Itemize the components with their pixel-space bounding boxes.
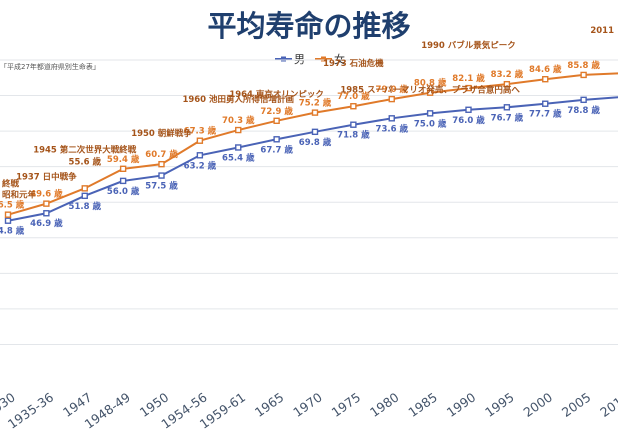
annotation-text: 1945 第二次世界大戦終戦: [33, 144, 137, 155]
x-tick-label: 1965: [252, 389, 287, 420]
annotation-text: 1937 日中戦争: [16, 172, 77, 183]
data-label: 51.8 歳: [69, 201, 102, 212]
data-point: [580, 96, 587, 104]
data-label: 76.0 歳: [452, 115, 485, 126]
data-point: [81, 185, 88, 192]
data-label: 63.2 歳: [184, 160, 217, 171]
annotation-text: 2011: [590, 26, 614, 36]
data-point: [542, 75, 549, 83]
data-point: [580, 71, 587, 79]
x-tick-label: 1995: [482, 389, 517, 420]
data-point: [119, 165, 127, 173]
data-label: 67.7 歳: [260, 144, 293, 155]
data-label: 46.5 歳: [0, 200, 25, 211]
data-point: [350, 103, 357, 110]
data-point: [388, 95, 395, 103]
data-point: [503, 104, 511, 111]
data-point: [119, 177, 127, 185]
data-point: [273, 117, 280, 125]
data-label: 57.5 歳: [145, 181, 178, 192]
source-note: 「平成27年都道府県別生命表」: [0, 62, 100, 71]
data-point: [465, 84, 472, 92]
annotation-text: 1950 朝鮮戦争: [131, 128, 192, 139]
data-point: [4, 217, 12, 224]
data-point: [158, 172, 165, 179]
x-tick-label: 1975: [329, 389, 364, 420]
data-label: 75.0 歳: [414, 118, 447, 129]
data-label: 85.8 歳: [567, 60, 600, 71]
data-point: [43, 210, 50, 217]
annotation-text: 1960 池田勇人所得倍増計画: [182, 94, 294, 105]
data-label: 44.8 歳: [0, 226, 25, 237]
x-tick-label: 1985: [405, 389, 440, 420]
data-label: 46.9 歳: [30, 218, 63, 229]
legend-female-label: 女: [334, 52, 345, 66]
data-label: 77.0 歳: [337, 91, 370, 102]
data-point: [311, 128, 319, 136]
data-label: 84.6 歳: [529, 64, 562, 75]
data-point: [235, 126, 242, 134]
data-label: 56.0 歳: [107, 186, 140, 197]
data-point: [43, 200, 50, 207]
x-tick-label: 1990: [444, 389, 479, 420]
legend-male-marker: [281, 56, 286, 62]
x-tick-label: 2010: [597, 389, 618, 420]
data-label: 71.8 歳: [337, 130, 370, 141]
data-label: 59.4 歳: [107, 154, 140, 165]
annotation-text: 昭和元年: [2, 190, 37, 201]
annotation-text: 1990 バブル景気ピーク: [421, 40, 516, 51]
data-label: 77.7 歳: [529, 109, 562, 120]
data-point: [158, 160, 165, 168]
annotation-text: 55.6 歳: [69, 156, 102, 167]
x-tick-label: 2000: [520, 389, 555, 420]
data-label: 49.6 歳: [30, 189, 63, 200]
data-label: 69.8 歳: [299, 137, 332, 148]
data-point: [4, 211, 12, 218]
data-point: [350, 121, 357, 128]
data-label: 83.2 歳: [491, 69, 524, 80]
legend-female-marker: [321, 56, 326, 62]
data-label: 78.8 歳: [567, 105, 600, 116]
x-tick-label: 1970: [290, 389, 325, 420]
data-point: [503, 80, 511, 88]
data-label: 72.9 歳: [260, 106, 293, 117]
grid-lines: [0, 59, 618, 345]
annotation-text: 1973 石油危機: [323, 58, 384, 69]
data-label: 79.0 歳: [376, 84, 409, 95]
data-label: 80.8 歳: [414, 78, 447, 89]
x-tick-label: 2005: [559, 389, 594, 420]
chart-title: 平均寿命の推移: [207, 9, 410, 43]
data-point: [196, 137, 204, 144]
data-point: [426, 110, 434, 117]
series-layer: 44.8 歳 46.9 歳 51.8 歳 56.0 歳 57.5 歳 63.2 歳 65.4…: [0, 60, 618, 237]
data-label: 67.3 歳: [184, 126, 217, 137]
data-label: 76.7 歳: [491, 112, 524, 123]
data-point: [81, 192, 88, 200]
data-point: [426, 89, 434, 96]
data-label: 70.3 歳: [222, 115, 255, 126]
data-point: [311, 109, 319, 116]
data-label: 75.2 歳: [299, 98, 332, 109]
data-point: [196, 152, 204, 159]
annotation-text: 終戦: [2, 179, 20, 190]
data-point: [465, 106, 472, 113]
data-point: [235, 144, 242, 151]
data-point: [388, 115, 395, 122]
annotation-text: 1964 東京オリンピック: [229, 89, 324, 100]
data-label: 65.4 歳: [222, 152, 255, 163]
annotation-text: 1985 スーパーマリオ発売、プラザ合意円高へ: [340, 85, 520, 96]
x-tick-label: 1980: [367, 389, 402, 420]
data-label: 82.1 歳: [452, 73, 485, 84]
data-point: [273, 136, 280, 143]
data-label: 73.6 歳: [376, 123, 409, 134]
data-label: 60.7 歳: [145, 149, 178, 160]
data-point: [542, 100, 549, 107]
